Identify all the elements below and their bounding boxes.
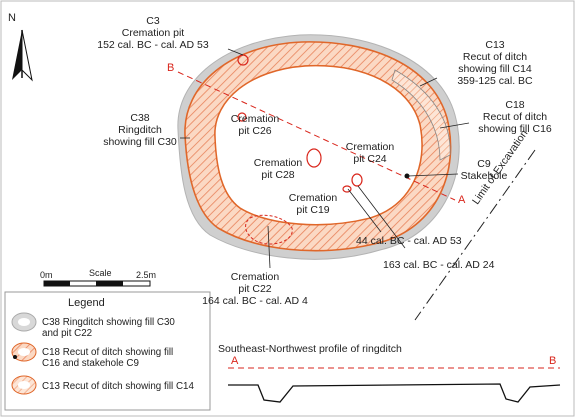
legend-box: [4, 291, 211, 411]
label-c24: Cremation pit C24: [345, 141, 395, 165]
scale-title: Scale: [89, 268, 112, 278]
legend-item-c18: C18 Recut of ditch showing fill C16 and s…: [42, 347, 174, 369]
pit-c19: [342, 185, 352, 193]
pit-c28: [306, 148, 322, 168]
pit-c24: [351, 173, 363, 187]
label-c18: C18 Recut of ditch showing fill C16: [478, 99, 552, 135]
label-c19: Cremation pit C19: [288, 192, 338, 216]
north-label: N: [8, 12, 16, 24]
legend-swatch-c13: [11, 375, 37, 395]
date-c19: 44 cal. BC - cal. AD 53: [356, 235, 462, 247]
profile-title: Southeast-Northwest profile of ringditch: [218, 343, 402, 355]
marker-a: A: [458, 194, 466, 206]
stakehole-c9: [404, 173, 410, 179]
label-c38: C38 Ringditch showing fill C30: [103, 112, 177, 148]
ring-interior: [214, 65, 423, 226]
recut-c13-segment: [391, 69, 451, 161]
label-c9: C9 Stakehole: [460, 158, 508, 182]
label-c3: C3 Cremation pit 152 cal. BC - cal. AD 53: [97, 15, 209, 51]
pit-c22-area: [245, 214, 293, 245]
legend-swatch-c18: [11, 342, 37, 362]
label-c13: C13 Recut of ditch showing fill C14 359-125…: [457, 39, 533, 87]
legend-title: Legend: [68, 297, 105, 309]
legend-item-c13: C13 Recut of ditch showing fill C14: [42, 381, 194, 392]
scale-start: 0m: [40, 270, 53, 280]
label-c28: Cremation pit C28: [253, 157, 303, 181]
limit-of-excavation-line: [414, 149, 536, 321]
pit-c26: [237, 112, 247, 122]
label-c22: Cremation pit C22 164 cal. BC - cal. AD 4: [202, 271, 308, 307]
label-c26: Cremation pit C26: [230, 113, 280, 137]
north-arrow-icon: [12, 29, 33, 82]
legend-swatch-c38: [11, 312, 37, 332]
profile-ground-line: [228, 383, 561, 403]
scale-bar: [43, 280, 151, 287]
scale-end: 2.5m: [136, 270, 157, 280]
profile-marker-b: B: [549, 355, 557, 367]
legend-item-c38: C38 Ringditch showing fill C30 and pit C2…: [42, 317, 175, 339]
section-line: [177, 71, 456, 201]
profile-marker-a: A: [231, 355, 239, 367]
marker-b: B: [167, 62, 175, 74]
date-c24: 163 cal. BC - cal. AD 24: [383, 259, 495, 271]
